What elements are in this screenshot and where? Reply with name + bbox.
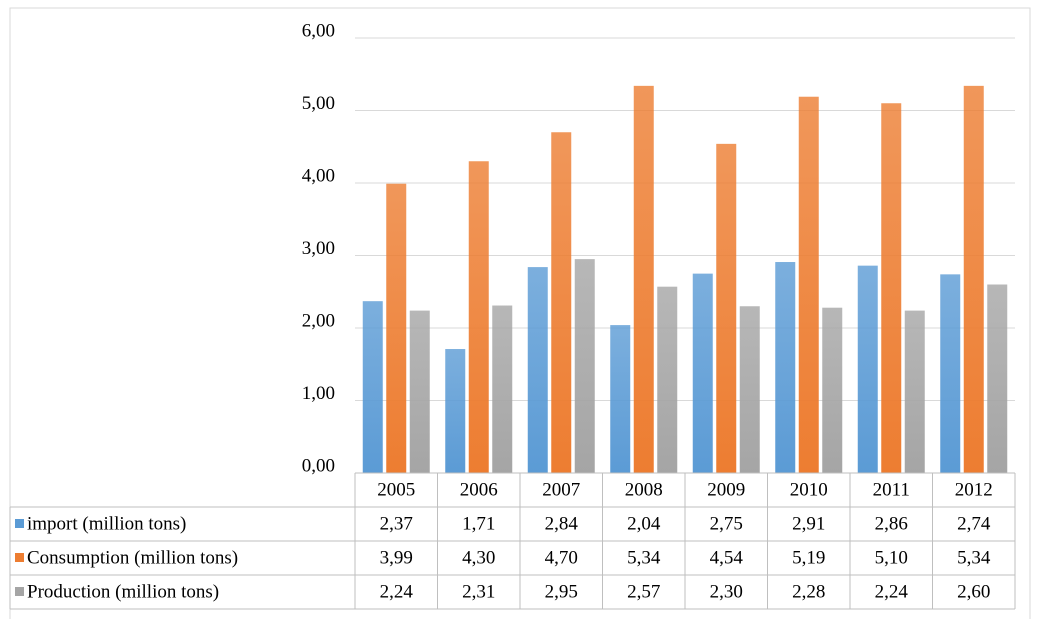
x-tick-label: 2005: [377, 479, 415, 500]
y-tick-label: 1,00: [302, 383, 335, 404]
y-tick-label: 0,00: [302, 455, 335, 476]
legend-label: Production (million tons): [27, 581, 219, 602]
x-tick-label: 2011: [873, 479, 910, 500]
table-cell: 2,30: [710, 581, 743, 602]
x-tick-label: 2008: [625, 479, 663, 500]
table-cell: 5,19: [792, 547, 825, 568]
bar: [386, 183, 407, 473]
legend-label: import (million tons): [27, 513, 186, 534]
bar: [492, 305, 513, 473]
bar: [904, 310, 925, 473]
x-tick-label: 2012: [955, 479, 993, 500]
y-tick-label: 6,00: [302, 20, 335, 41]
table-cell: 5,10: [875, 547, 908, 568]
bar: [822, 307, 843, 473]
table-cell: 2,86: [875, 513, 908, 534]
bar: [409, 310, 430, 473]
table-cell: 2,91: [792, 513, 825, 534]
table-cell: 2,74: [957, 513, 991, 534]
bar: [633, 85, 654, 473]
bar: [798, 96, 819, 473]
table-cell: 2,24: [875, 581, 909, 602]
bar: [775, 262, 796, 473]
legend-label: Consumption (million tons): [27, 547, 238, 568]
bar: [692, 273, 713, 473]
bar: [881, 103, 902, 473]
bar: [610, 325, 631, 473]
table-cell: 4,70: [545, 547, 578, 568]
table-cell: 2,24: [380, 581, 414, 602]
table-cell: 2,95: [545, 581, 578, 602]
x-tick-label: 2010: [790, 479, 828, 500]
bar: [963, 85, 984, 473]
table-cell: 2,57: [627, 581, 660, 602]
bar: [987, 284, 1008, 473]
x-tick-label: 2007: [542, 479, 580, 500]
table-cell: 2,37: [380, 513, 413, 534]
legend-marker: [15, 519, 24, 528]
bar: [657, 286, 678, 473]
bar: [468, 161, 489, 473]
table-cell: 4,54: [710, 547, 744, 568]
y-tick-label: 2,00: [302, 310, 335, 331]
bar: [574, 259, 595, 473]
table-cell: 3,99: [380, 547, 413, 568]
table-cell: 1,71: [462, 513, 495, 534]
table-cell: 2,31: [462, 581, 495, 602]
x-tick-label: 2009: [707, 479, 745, 500]
legend-marker: [15, 553, 24, 562]
bar: [857, 265, 878, 473]
table-cell: 2,28: [792, 581, 825, 602]
x-tick-label: 2006: [460, 479, 498, 500]
bar: [940, 274, 961, 473]
legend-marker: [15, 587, 24, 596]
table-cell: 2,75: [710, 513, 743, 534]
table-cell: 5,34: [627, 547, 661, 568]
table-cell: 4,30: [462, 547, 495, 568]
y-tick-label: 3,00: [302, 238, 335, 259]
table-cell: 5,34: [957, 547, 991, 568]
y-tick-label: 4,00: [302, 165, 335, 186]
bar: [716, 143, 737, 473]
bar: [739, 306, 760, 473]
bar: [445, 349, 466, 473]
bar: [527, 267, 548, 473]
table-cell: 2,84: [545, 513, 579, 534]
bar: [551, 132, 572, 473]
chart-frame: [9, 7, 1031, 619]
bar: [362, 301, 383, 473]
table-cell: 2,04: [627, 513, 661, 534]
table-cell: 2,60: [957, 581, 990, 602]
y-tick-label: 5,00: [302, 93, 335, 114]
